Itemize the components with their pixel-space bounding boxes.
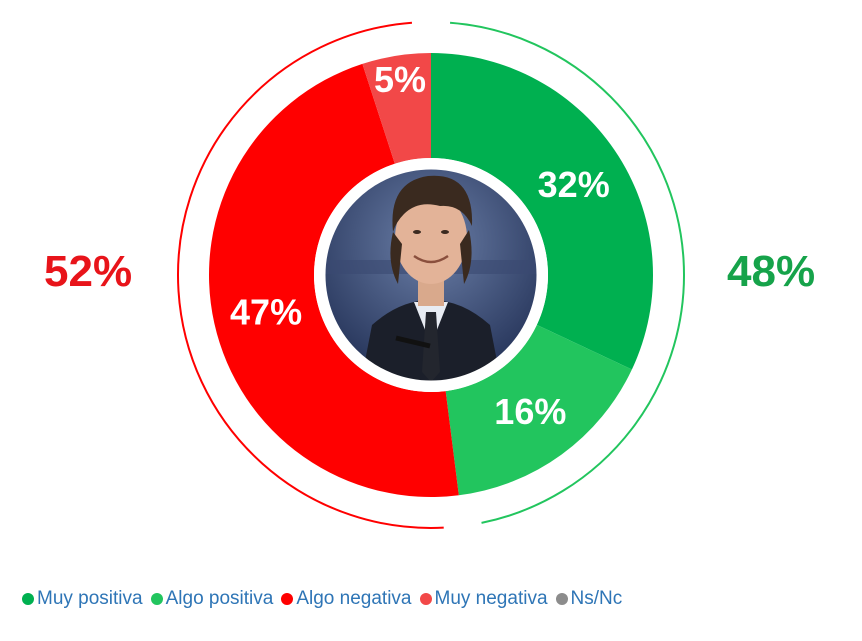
- slice-algo-negativa: [209, 63, 459, 497]
- data-label-muy-negativa: 5%: [374, 59, 426, 100]
- legend-dot-icon: [281, 593, 294, 605]
- legend-item-muy-negativa: Muy negativa: [419, 588, 548, 610]
- legend-item-muy-positiva: Muy positiva: [22, 588, 143, 610]
- legend-dot-icon: [419, 593, 432, 605]
- legend-label: Algo negativa: [296, 588, 412, 609]
- chart-legend: Muy positiva Algo positiva Algo negativa Mu…: [22, 588, 622, 610]
- legend-label: Muy negativa: [434, 588, 548, 609]
- outer-arc-positive: [449, 21, 685, 524]
- legend-dot-icon: [22, 593, 34, 605]
- legend-dot-icon: [150, 593, 163, 605]
- data-label-muy-positiva: 32%: [538, 164, 610, 205]
- slice-muy-positiva: [431, 53, 653, 370]
- legend-item-algo-negativa: Algo negativa: [281, 588, 412, 610]
- slice-algo-positiva: [445, 324, 632, 496]
- legend-label: Algo positiva: [165, 588, 274, 609]
- data-label-algo-positiva: 16%: [494, 391, 566, 432]
- outer-arc-negative: [177, 21, 444, 529]
- summary-negative-label: 52%: [44, 247, 133, 296]
- legend-label: Muy positiva: [37, 588, 143, 609]
- legend-dot-icon: [555, 593, 568, 605]
- data-label-algo-negativa: 47%: [230, 291, 302, 332]
- legend-item-ns-nc: Ns/Nc: [555, 588, 623, 610]
- slice-muy-negativa: [362, 53, 431, 164]
- center-photo: [324, 168, 538, 382]
- legend-item-algo-positiva: Algo positiva: [150, 588, 274, 610]
- legend-label: Ns/Nc: [570, 588, 623, 609]
- summary-positive-label: 48%: [727, 247, 816, 296]
